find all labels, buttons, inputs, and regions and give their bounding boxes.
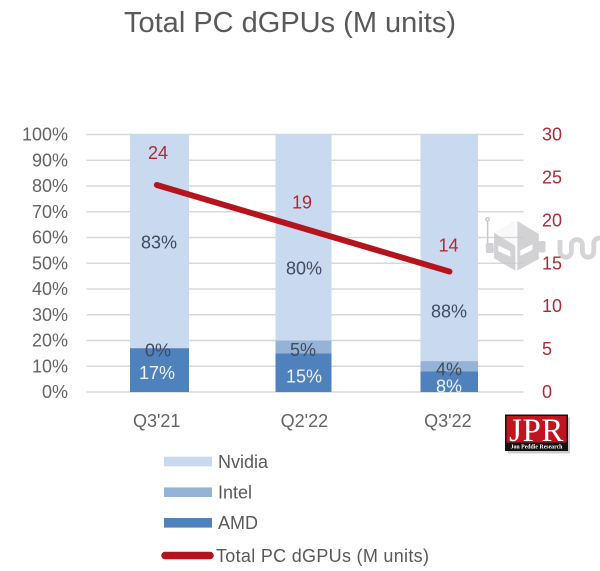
svg-text:30: 30 bbox=[542, 125, 562, 145]
svg-text:70%: 70% bbox=[32, 202, 68, 222]
svg-text:Q2'22: Q2'22 bbox=[281, 411, 328, 431]
svg-text:Jon Peddie Research: Jon Peddie Research bbox=[511, 445, 564, 451]
svg-text:88%: 88% bbox=[431, 302, 467, 322]
svg-text:100%: 100% bbox=[22, 125, 68, 145]
svg-text:60%: 60% bbox=[32, 228, 68, 248]
svg-text:30%: 30% bbox=[32, 305, 68, 325]
svg-text:17%: 17% bbox=[139, 363, 175, 383]
svg-text:24: 24 bbox=[148, 143, 168, 163]
svg-text:20%: 20% bbox=[32, 331, 68, 351]
svg-text:10%: 10% bbox=[32, 356, 68, 376]
svg-text:90%: 90% bbox=[32, 150, 68, 170]
svg-text:0%: 0% bbox=[145, 340, 171, 360]
svg-text:19: 19 bbox=[292, 192, 312, 212]
svg-text:Total PC dGPUs (M units): Total PC dGPUs (M units) bbox=[216, 546, 429, 566]
svg-text:Intel: Intel bbox=[218, 483, 252, 503]
svg-text:0%: 0% bbox=[42, 382, 68, 402]
svg-text:25: 25 bbox=[542, 167, 562, 187]
svg-text:50%: 50% bbox=[32, 253, 68, 273]
svg-text:0: 0 bbox=[542, 382, 552, 402]
svg-text:Q3'21: Q3'21 bbox=[133, 411, 180, 431]
svg-text:80%: 80% bbox=[286, 258, 322, 278]
svg-text:80%: 80% bbox=[32, 176, 68, 196]
svg-text:JPR: JPR bbox=[509, 413, 564, 449]
svg-text:15: 15 bbox=[542, 253, 562, 273]
svg-text:15%: 15% bbox=[286, 366, 322, 386]
svg-text:Q3'22: Q3'22 bbox=[424, 411, 471, 431]
svg-text:AMD: AMD bbox=[218, 513, 258, 533]
svg-text:5%: 5% bbox=[290, 340, 316, 360]
svg-text:20: 20 bbox=[542, 210, 562, 230]
svg-text:40%: 40% bbox=[32, 279, 68, 299]
svg-text:Nvidia: Nvidia bbox=[218, 452, 269, 472]
svg-text:14: 14 bbox=[438, 235, 458, 255]
svg-text:5: 5 bbox=[542, 339, 552, 359]
svg-text:10: 10 bbox=[542, 296, 562, 316]
svg-text:8%: 8% bbox=[436, 376, 462, 396]
svg-text:83%: 83% bbox=[141, 232, 177, 252]
svg-text:4%: 4% bbox=[436, 359, 462, 379]
svg-text:Total PC dGPUs (M units): Total PC dGPUs (M units) bbox=[124, 7, 456, 39]
